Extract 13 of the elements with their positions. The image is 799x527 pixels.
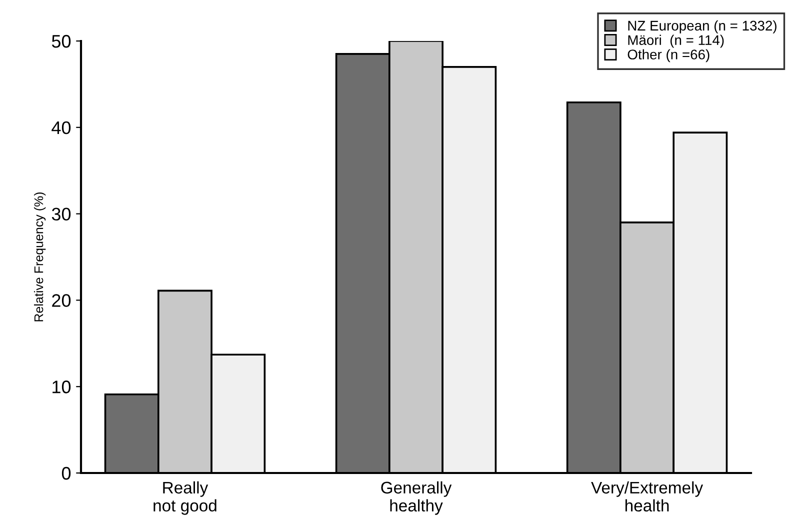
x-tick-label: Really not good (154, 481, 216, 515)
y-tick-label: 40 (52, 121, 71, 134)
y-axis-title: Relative Frequency (%) (34, 192, 46, 322)
legend-label: Other (n =66) (628, 49, 710, 62)
legend-label: NZ European (n = 1332) (628, 20, 776, 34)
legend-label: Mäori (n = 114) (628, 34, 724, 48)
y-tick-label: 10 (52, 380, 71, 394)
y-tick-label: 0 (62, 466, 71, 480)
y-tick-label: 50 (52, 34, 71, 48)
y-tick-label: 30 (52, 208, 71, 221)
x-tick-label: Generally healthy (381, 481, 452, 515)
y-tick-label: 20 (52, 294, 71, 307)
x-tick-label: Very/Extremely health (591, 481, 704, 512)
